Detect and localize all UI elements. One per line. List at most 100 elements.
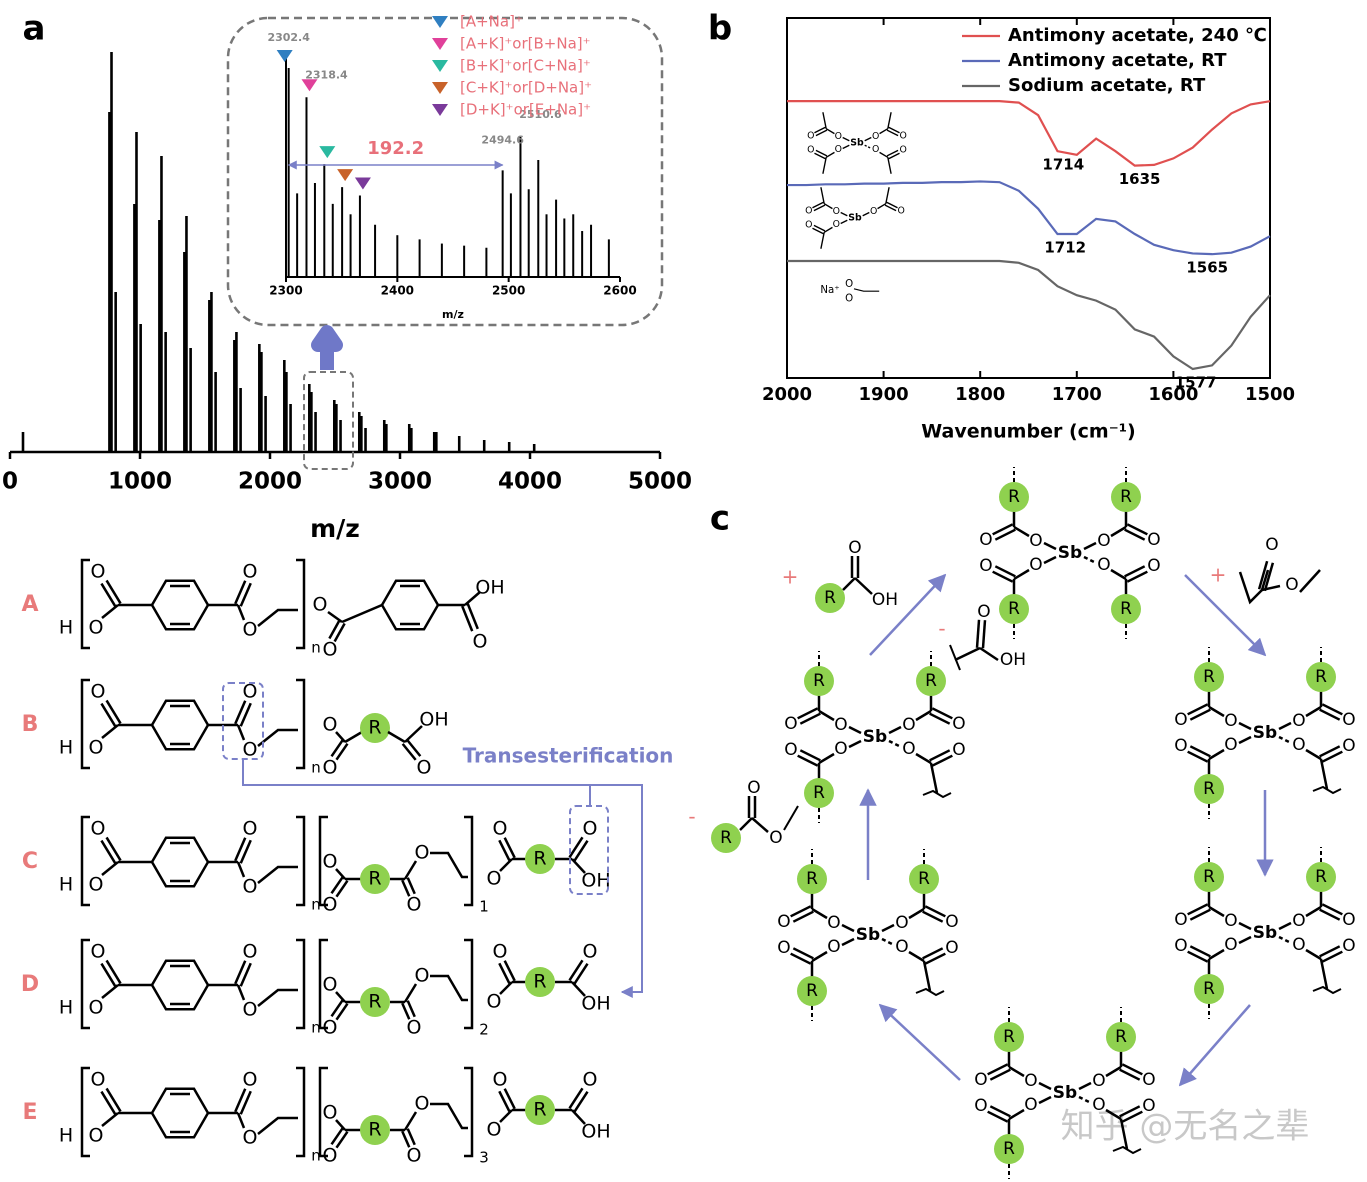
- bond: [1187, 750, 1209, 763]
- x-tick-label: 1500: [1245, 384, 1295, 405]
- atom-label: O: [473, 631, 488, 653]
- bond: [335, 1130, 349, 1149]
- bond: [404, 725, 423, 743]
- bond: [1208, 705, 1225, 718]
- bond: [924, 905, 946, 918]
- legend-text: [D+K]⁺or[E+Na]⁺: [460, 101, 591, 119]
- atom-label: O: [583, 1069, 598, 1091]
- cycle-arrow: [869, 573, 947, 656]
- atom-label: O: [243, 619, 258, 641]
- bond: [931, 754, 953, 767]
- bond: [840, 219, 848, 225]
- bond: [150, 699, 210, 751]
- bond: [1121, 1063, 1143, 1076]
- atom-label: O: [89, 617, 104, 639]
- bond: [1319, 708, 1341, 721]
- atom-label: O: [784, 714, 797, 734]
- residue: [1306, 662, 1336, 692]
- bond: [887, 157, 892, 174]
- bond: [862, 211, 870, 217]
- atom-label: R: [806, 981, 818, 1001]
- bond: [823, 226, 833, 233]
- cycle-arrow: [1184, 574, 1267, 657]
- atom-label: O: [1292, 711, 1305, 731]
- atom-label: O: [323, 1145, 338, 1167]
- repeat-label: 2: [479, 1021, 489, 1039]
- peak-marker: [354, 177, 371, 190]
- atom-label: O: [323, 851, 338, 873]
- atom-label: O: [1292, 735, 1305, 755]
- bond: [573, 839, 589, 862]
- reaction-label: Transesterification: [463, 744, 674, 768]
- bond: [100, 962, 117, 988]
- atom-label: OH: [475, 577, 504, 599]
- panel-label: a: [23, 9, 46, 49]
- bond: [344, 730, 363, 744]
- x-tick-label: 4000: [498, 469, 562, 495]
- residue: [360, 864, 390, 894]
- bond: [380, 579, 440, 631]
- bond: [888, 152, 900, 160]
- residue: [360, 1115, 390, 1145]
- legend-marker: [432, 38, 448, 50]
- bond: [886, 201, 898, 209]
- bond: [503, 960, 516, 982]
- atom-label: O: [1285, 575, 1298, 595]
- atom-label: O: [493, 818, 508, 840]
- bond: [101, 724, 119, 739]
- bracket: [464, 938, 474, 1030]
- atom-label: R: [1115, 1027, 1127, 1047]
- bond: [335, 1119, 346, 1131]
- bond: [790, 905, 812, 918]
- atom-label: O: [1029, 555, 1042, 575]
- legend-text: [A+K]⁺or[B+Na]⁺: [460, 35, 591, 53]
- atom-label: O: [493, 941, 508, 963]
- bond: [1124, 528, 1146, 541]
- residue: [804, 666, 834, 696]
- bond: [888, 739, 902, 749]
- bond: [881, 923, 895, 933]
- atom-label: O: [845, 293, 853, 304]
- bond: [1078, 1095, 1092, 1105]
- atom-label: O: [1174, 710, 1187, 730]
- bond: [929, 762, 939, 794]
- bond: [989, 1068, 1011, 1081]
- atom-label: Sb: [850, 138, 864, 149]
- atom-label: O: [583, 941, 598, 963]
- bond: [841, 923, 855, 933]
- bond: [886, 149, 899, 157]
- atom-label: O: [895, 913, 908, 933]
- plot-frame: [786, 17, 1271, 379]
- bond: [105, 1087, 122, 1113]
- repeat-label: n: [311, 759, 321, 777]
- residue: [525, 844, 555, 874]
- bond: [1278, 735, 1292, 745]
- bond: [1305, 948, 1322, 961]
- residue: [797, 864, 827, 894]
- atom-label: R: [1203, 779, 1215, 799]
- atom-label: O: [769, 828, 782, 848]
- bond: [1008, 1108, 1025, 1121]
- atom-label: OH: [419, 709, 448, 731]
- bond: [864, 136, 872, 142]
- atom-label: R: [824, 588, 836, 608]
- row-label: A: [21, 592, 38, 617]
- atom-label: R: [1008, 487, 1020, 507]
- bond: [987, 1063, 1009, 1076]
- bond: [461, 605, 474, 632]
- bond: [327, 610, 343, 624]
- bond: [811, 950, 828, 963]
- bond: [922, 910, 944, 923]
- bond: [813, 204, 826, 212]
- residue: [994, 1134, 1024, 1164]
- atom-label: O: [827, 913, 840, 933]
- residue: [797, 976, 827, 1006]
- bond: [954, 646, 981, 662]
- bond: [994, 528, 1016, 541]
- atom-label: R: [533, 1099, 546, 1121]
- bond: [239, 702, 252, 727]
- bond: [401, 879, 411, 897]
- atom-label: O: [974, 1070, 987, 1090]
- bond: [989, 1105, 1011, 1118]
- bond: [975, 619, 981, 648]
